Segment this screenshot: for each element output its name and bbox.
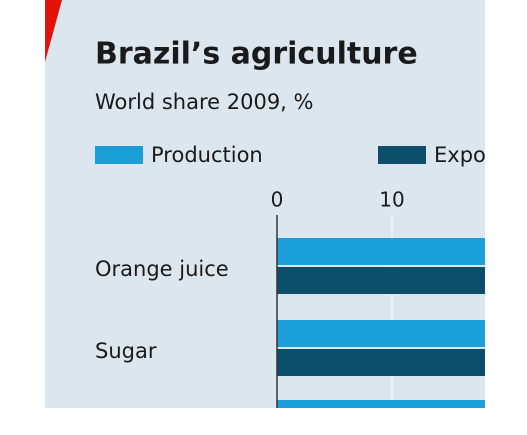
- legend-label: Production: [151, 143, 263, 167]
- legend-swatch: [378, 146, 426, 164]
- y-tick-label: Orange juice: [95, 257, 229, 281]
- chart-title: Brazil’s agriculture: [95, 37, 418, 72]
- chart-subtitle: World share 2009, %: [95, 90, 314, 114]
- bar: [277, 429, 527, 435]
- corner-mark: [45, 0, 62, 62]
- y-tick-label: Sugar: [95, 339, 157, 363]
- legend-label: Expo: [434, 143, 486, 167]
- plot-area: [277, 215, 527, 435]
- panel: Brazil’s agriculture World share 2009, %…: [45, 0, 527, 435]
- x-tick-label: 0: [271, 188, 284, 212]
- x-tick-label: 10: [379, 188, 404, 212]
- bar: [277, 238, 485, 265]
- bar: [277, 349, 485, 376]
- bar: [277, 320, 485, 347]
- bar: [277, 267, 485, 294]
- bar: [277, 400, 485, 408]
- axes: Production Expo 0 10 Orange juice Sugar Soyabe…: [95, 143, 486, 435]
- legend-swatch: [95, 146, 143, 164]
- y-tick-label: Soyabeans: [95, 419, 210, 435]
